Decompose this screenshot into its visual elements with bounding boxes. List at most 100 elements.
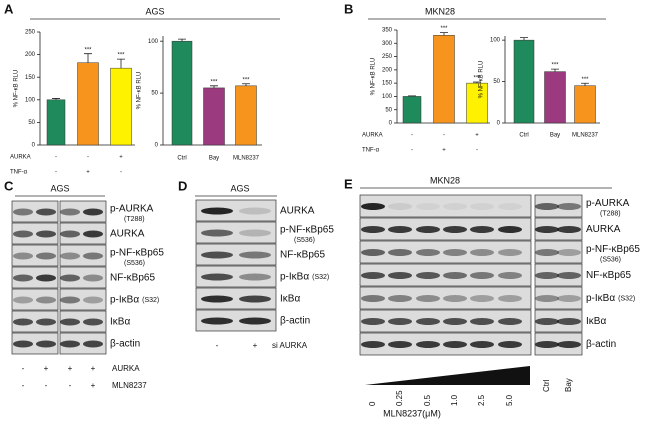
treatment-sign: - (55, 155, 57, 161)
band (498, 318, 522, 325)
blot-strip (11, 266, 59, 289)
row-site: (S536) (294, 237, 315, 244)
band (361, 295, 385, 302)
band (83, 252, 103, 260)
band (443, 249, 467, 256)
significance: *** (581, 77, 589, 83)
dose-label: 5.0 (505, 394, 514, 406)
x-tick-label: Ctrl (519, 133, 528, 139)
row-label: β-actin (110, 339, 140, 350)
band (83, 340, 103, 348)
blot-strip (11, 200, 59, 223)
band (498, 249, 522, 256)
error-bar (242, 83, 250, 86)
y-axis-label: % NF-κB RLU (479, 61, 485, 99)
bar (235, 85, 257, 146)
blot-strip (59, 332, 107, 355)
error-bar (52, 98, 60, 100)
row-label: p-NF-κBp65 (110, 248, 164, 259)
band (361, 203, 385, 210)
group-title: AGS (145, 6, 164, 16)
treatment-label: MLN8237 (112, 381, 147, 390)
band (388, 272, 412, 279)
band (416, 341, 440, 348)
blot-strip (195, 265, 277, 288)
band (498, 226, 522, 233)
row-label: NF-κBp65 (280, 250, 325, 261)
significance: *** (117, 53, 125, 59)
band (470, 226, 494, 233)
treatment-sign: - (22, 364, 25, 373)
bar (203, 87, 225, 146)
treatment-sign: + (253, 341, 258, 350)
y-tick-label: 200 (25, 52, 36, 58)
row-label: NF-κBp65 (586, 270, 631, 281)
row-label: β-actin (280, 316, 310, 327)
treatment-label: si AURKA (272, 341, 308, 350)
band (239, 295, 271, 303)
y-tick-label: 200 (382, 67, 393, 73)
row-label: AURKA (280, 206, 315, 217)
band (498, 341, 522, 348)
x-tick-label: Bay (209, 156, 219, 162)
row-label: IκBα (110, 317, 130, 328)
band (535, 341, 559, 348)
panel-letter: C (4, 178, 14, 193)
control-label: Ctrl (542, 379, 551, 392)
blot-strip (195, 243, 277, 266)
row-site: (S32) (618, 295, 635, 302)
treatment-sign: - (22, 381, 25, 390)
band (470, 203, 494, 210)
y-tick-label: 100 (382, 94, 393, 100)
y-tick-label: 350 (382, 28, 393, 34)
blot-title: AGS (50, 183, 69, 193)
band (470, 295, 494, 302)
band (416, 295, 440, 302)
control-label: Bay (564, 378, 573, 392)
y-axis-label: % NF-κB RLU (371, 58, 377, 96)
error-bar (473, 81, 481, 84)
band (239, 229, 271, 237)
significance: *** (210, 79, 218, 85)
error-bar (551, 68, 559, 72)
treatment-sign: + (86, 170, 90, 176)
blot-title: MKN28 (430, 175, 460, 185)
row-label: p-NF-κBp65 (586, 244, 640, 255)
band (388, 341, 412, 348)
band (443, 203, 467, 210)
error-bar (520, 37, 528, 41)
significance: *** (242, 77, 250, 83)
row-label: p-AURKA (110, 204, 154, 215)
band (239, 317, 271, 325)
error-bar (178, 38, 186, 42)
y-tick-label: 100 (25, 97, 36, 103)
band (443, 295, 467, 302)
band (239, 207, 271, 215)
band (470, 318, 494, 325)
significance: *** (84, 47, 92, 53)
y-tick-label: 150 (25, 75, 36, 81)
band (60, 230, 80, 238)
treatment-label: TNF-α (362, 148, 380, 154)
blot-strip (11, 222, 59, 245)
band (388, 203, 412, 210)
error-bar (210, 85, 218, 88)
row-label: p-IκBα (110, 295, 139, 306)
blot-strip (11, 288, 59, 311)
band (557, 272, 581, 279)
treatment-label: TNF-α (10, 170, 28, 176)
band (361, 318, 385, 325)
panel-letter: B (344, 1, 353, 16)
band (13, 340, 33, 348)
row-site: (S32) (142, 297, 159, 304)
dose-label: 1.0 (450, 394, 459, 406)
dose-axis-label: MLN8237(μM) (383, 408, 441, 418)
y-tick-label: 50 (385, 107, 392, 113)
treatment-label: AURKA (10, 155, 31, 161)
bar (574, 85, 596, 124)
band (557, 295, 581, 302)
error-bar (117, 58, 125, 69)
treatment-sign: - (69, 381, 72, 390)
error-bar (408, 95, 416, 97)
band (13, 318, 33, 326)
